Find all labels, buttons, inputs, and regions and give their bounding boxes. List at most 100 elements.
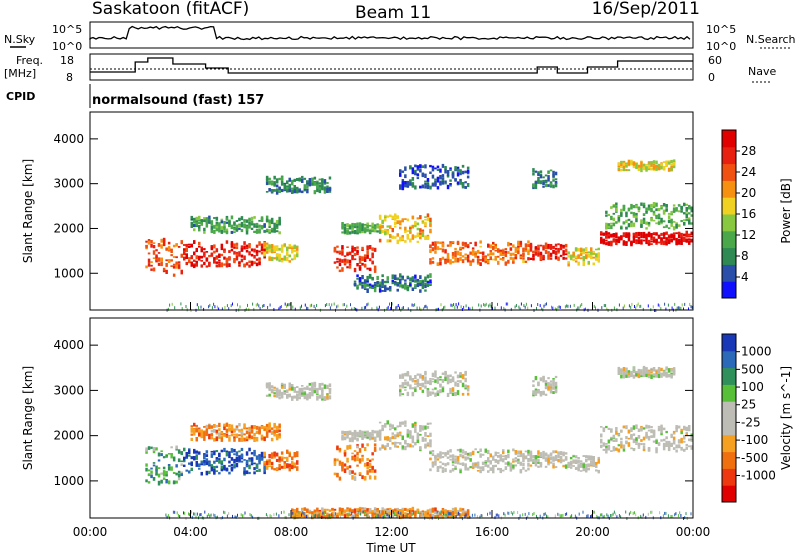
echo-cell: [275, 188, 279, 192]
echo-cell: [677, 240, 681, 245]
echo-cell: [233, 428, 236, 432]
echo-cell: [180, 463, 183, 467]
scatter-cell: [347, 512, 349, 516]
echo-cell: [363, 435, 367, 438]
echo-cell: [532, 393, 535, 395]
echo-cell: [145, 240, 148, 243]
scatter-cell: [280, 511, 282, 515]
echo-cell: [258, 426, 261, 430]
echo-cell: [429, 509, 432, 513]
echo-cell: [205, 217, 209, 221]
echo-cell: [690, 240, 693, 243]
echo-cell: [348, 265, 352, 269]
echo-cell: [296, 246, 299, 251]
scatter-cell: [318, 513, 320, 517]
echo-cell: [484, 259, 487, 261]
power-heatmap-cells: [145, 159, 693, 313]
echo-cell: [507, 463, 510, 467]
echo-cell: [248, 429, 251, 432]
echo-cell: [454, 455, 457, 458]
echo-cell: [401, 179, 405, 182]
echo-cell: [464, 256, 467, 261]
echo-cell: [441, 241, 445, 244]
echo-cell: [544, 245, 548, 249]
echo-cell: [303, 387, 307, 389]
echo-cell: [439, 376, 442, 379]
echo-cell: [265, 460, 269, 466]
echo-cell: [233, 458, 236, 464]
echo-cell: [667, 227, 671, 230]
echo-cell: [456, 250, 460, 256]
echo-cell: [466, 387, 470, 390]
echo-cell: [225, 257, 229, 262]
echo-cell: [456, 455, 460, 460]
echo-cell: [592, 262, 595, 266]
echo-cell: [549, 386, 553, 389]
echo-cell: [670, 233, 673, 238]
echo-cell: [399, 226, 402, 230]
echo-cell: [688, 425, 691, 429]
echo-cell: [557, 247, 560, 253]
echo-cell: [152, 462, 156, 464]
echo-cell: [647, 370, 651, 375]
echo-cell: [358, 228, 362, 232]
echo-cell: [542, 376, 545, 381]
scatter-cell: [497, 513, 498, 517]
echo-cell: [652, 213, 656, 216]
scatter-cell: [350, 303, 351, 307]
echo-cell: [484, 260, 487, 264]
echo-cell: [356, 287, 359, 290]
echo-cell: [610, 215, 613, 218]
echo-cell: [464, 453, 467, 456]
echo-cell: [238, 218, 241, 220]
echo-cell: [424, 278, 427, 283]
echo-cell: [672, 436, 676, 442]
echo-cell: [391, 425, 394, 429]
echo-cell: [451, 252, 455, 256]
echo-cell: [223, 434, 226, 437]
echo-cell: [291, 386, 294, 391]
echo-cell: [205, 460, 209, 466]
echo-cell: [203, 431, 206, 436]
echo-cell: [250, 223, 254, 226]
echo-cell: [275, 245, 279, 248]
echo-cell: [404, 425, 407, 427]
scatter-cell: [174, 306, 176, 310]
echo-cell: [313, 381, 317, 386]
echo-cell: [406, 515, 410, 518]
echo-cell: [341, 222, 344, 227]
echo-cell: [291, 397, 294, 401]
echo-cell: [406, 275, 410, 278]
echo-cell: [431, 453, 435, 456]
scatter-cell: [630, 510, 632, 514]
echo-cell: [635, 166, 638, 169]
echo-cell: [208, 437, 211, 440]
scatter-cell: [237, 303, 238, 307]
echo-cell: [683, 202, 686, 207]
echo-cell: [577, 464, 580, 468]
echo-cell: [366, 436, 369, 439]
scatter-cell: [507, 511, 509, 515]
echo-cell: [293, 462, 296, 467]
echo-cell: [311, 389, 314, 392]
echo-cell: [527, 240, 530, 244]
echo-cell: [657, 167, 661, 171]
echo-cell: [188, 454, 191, 457]
echo-cell: [645, 434, 648, 438]
echo-cell: [260, 248, 264, 251]
echo-cell: [268, 465, 271, 468]
echo-cell: [439, 451, 442, 456]
scatter-cell: [333, 302, 335, 306]
echo-cell: [240, 258, 244, 263]
echo-cell: [625, 425, 628, 429]
echo-cell: [632, 366, 636, 371]
echo-cell: [552, 456, 555, 461]
scatter-cell: [278, 514, 280, 518]
echo-cell: [323, 384, 327, 389]
echo-cell: [677, 224, 681, 227]
echo-cell: [605, 227, 608, 230]
echo-cell: [291, 249, 294, 254]
freq-tick-right-top: 60: [708, 54, 722, 67]
echo-cell: [348, 224, 352, 227]
scatter-cell: [259, 307, 261, 310]
